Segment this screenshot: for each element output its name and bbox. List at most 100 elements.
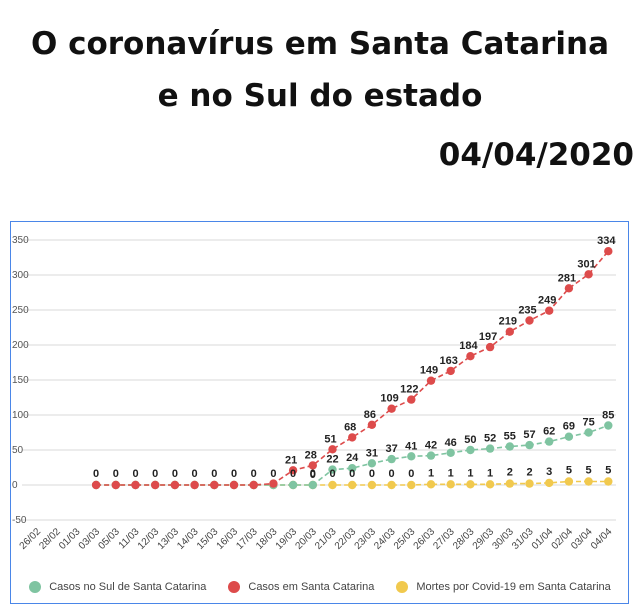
- x-tick-label: 15/03: [195, 526, 221, 552]
- data-label-mortes: 1: [448, 467, 454, 479]
- data-label-sc: 68: [344, 421, 356, 433]
- data-point-mortes: [328, 480, 337, 490]
- x-tick-label: 16/03: [215, 526, 241, 552]
- data-point-mortes: [367, 480, 377, 490]
- data-point-mortes: [407, 480, 416, 490]
- data-point-sc: [446, 366, 455, 376]
- x-tick-label: 24/03: [372, 526, 398, 552]
- data-point-sc: [387, 404, 396, 413]
- x-tick-label: 01/03: [57, 526, 83, 552]
- data-label-mortes: 0: [270, 468, 276, 480]
- data-point-mortes: [505, 479, 514, 488]
- data-point-sul: [367, 459, 377, 468]
- data-label-sul: 69: [563, 421, 575, 433]
- chart-legend: Casos no Sul de Santa Catarina Casos em …: [0, 577, 640, 597]
- data-point-sc: [308, 461, 317, 470]
- data-point-sul: [446, 448, 455, 457]
- data-label-sul: 55: [504, 431, 516, 443]
- data-label-sc: 86: [364, 409, 376, 421]
- chart-title-line-1: O coronavírus em Santa Catarina: [30, 26, 610, 62]
- series-line-sc: [96, 250, 609, 486]
- data-label-sc: 235: [518, 305, 536, 317]
- data-label-mortes: 2: [507, 467, 513, 479]
- x-tick-label: 21/03: [313, 526, 339, 552]
- data-label-sc: 197: [479, 331, 497, 343]
- data-point-sul: [407, 452, 416, 461]
- y-tick-label: 200: [12, 340, 29, 351]
- x-tick-label: 28/03: [451, 526, 477, 552]
- legend-item-sc: Casos em Santa Catarina: [228, 577, 374, 597]
- data-point-sc: [367, 420, 377, 429]
- data-point-sul: [545, 437, 554, 446]
- data-point-sul: [525, 440, 534, 450]
- data-point-sul: [466, 445, 475, 455]
- data-point-sc: [466, 352, 475, 361]
- x-tick-label: 23/03: [353, 526, 379, 552]
- data-point-sc: [485, 342, 495, 352]
- series-line-sul: [96, 424, 609, 486]
- y-tick-label: 350: [12, 235, 29, 246]
- data-point-sc: [229, 480, 239, 490]
- data-label-mortes: 0: [310, 468, 316, 480]
- data-point-sc: [131, 480, 140, 490]
- data-point-sc: [348, 433, 357, 442]
- data-point-sul: [505, 442, 514, 451]
- data-label-sul: 57: [523, 429, 535, 441]
- data-point-sul: [564, 432, 574, 441]
- data-point-sc: [505, 327, 514, 336]
- chart-frame: [10, 221, 629, 604]
- data-label-sc: 28: [305, 449, 317, 461]
- data-point-mortes: [466, 480, 475, 489]
- data-label-mortes: 5: [605, 465, 611, 477]
- data-label-sc: 109: [380, 393, 398, 405]
- x-tick-label: 03/03: [77, 526, 103, 552]
- data-point-sc: [545, 306, 554, 315]
- data-point-sc: [170, 480, 180, 490]
- data-label-sul: 50: [464, 434, 476, 446]
- data-label-sc: 51: [324, 433, 336, 445]
- x-tick-label: 05/03: [96, 526, 122, 552]
- data-point-sul: [426, 451, 436, 460]
- data-label-sc: 281: [558, 272, 576, 284]
- y-tick-label: 50: [12, 445, 24, 456]
- data-point-mortes: [446, 480, 455, 489]
- data-label-sul: 62: [543, 426, 555, 438]
- data-point-sc: [151, 480, 160, 490]
- x-tick-label: 04/04: [589, 526, 615, 552]
- data-label-mortes: 1: [467, 467, 473, 479]
- data-point-sc: [190, 480, 199, 490]
- data-point-sul: [485, 444, 495, 453]
- data-point-sc: [111, 480, 121, 490]
- data-label-mortes: 0: [290, 468, 296, 480]
- data-point-sul: [584, 428, 593, 437]
- data-label-mortes: 0: [211, 468, 217, 480]
- data-label-mortes: 0: [93, 468, 99, 480]
- x-tick-label: 26/02: [18, 526, 44, 552]
- data-point-mortes: [545, 478, 554, 488]
- data-label-sc: 249: [538, 295, 556, 307]
- x-tick-label: 02/04: [550, 526, 576, 552]
- data-label-sc: 163: [440, 355, 458, 367]
- x-tick-label: 20/03: [293, 526, 319, 552]
- y-tick-label: 100: [12, 410, 29, 421]
- x-tick-label: 13/03: [156, 526, 182, 552]
- data-label-sul: 46: [445, 437, 457, 449]
- data-label-sul: 42: [425, 440, 437, 452]
- legend-swatch-mortes: [396, 581, 409, 593]
- data-label-mortes: 2: [526, 467, 532, 479]
- report-date: 04/04/2020: [438, 137, 634, 173]
- y-tick-label: 300: [12, 270, 29, 281]
- data-point-sc: [584, 270, 593, 279]
- data-point-sc: [210, 480, 219, 490]
- data-point-sul: [328, 465, 337, 474]
- data-label-mortes: 1: [487, 467, 493, 479]
- x-tick-label: 03/04: [569, 526, 595, 552]
- data-label-mortes: 5: [586, 465, 592, 477]
- data-label-mortes: 3: [546, 466, 552, 478]
- data-label-sul: 41: [405, 440, 417, 452]
- y-tick-label: 0: [12, 480, 18, 491]
- data-label-mortes: 0: [251, 468, 257, 480]
- x-tick-label: 01/04: [530, 526, 556, 552]
- data-label-sul: 85: [602, 410, 614, 422]
- data-label-mortes: 0: [113, 468, 119, 480]
